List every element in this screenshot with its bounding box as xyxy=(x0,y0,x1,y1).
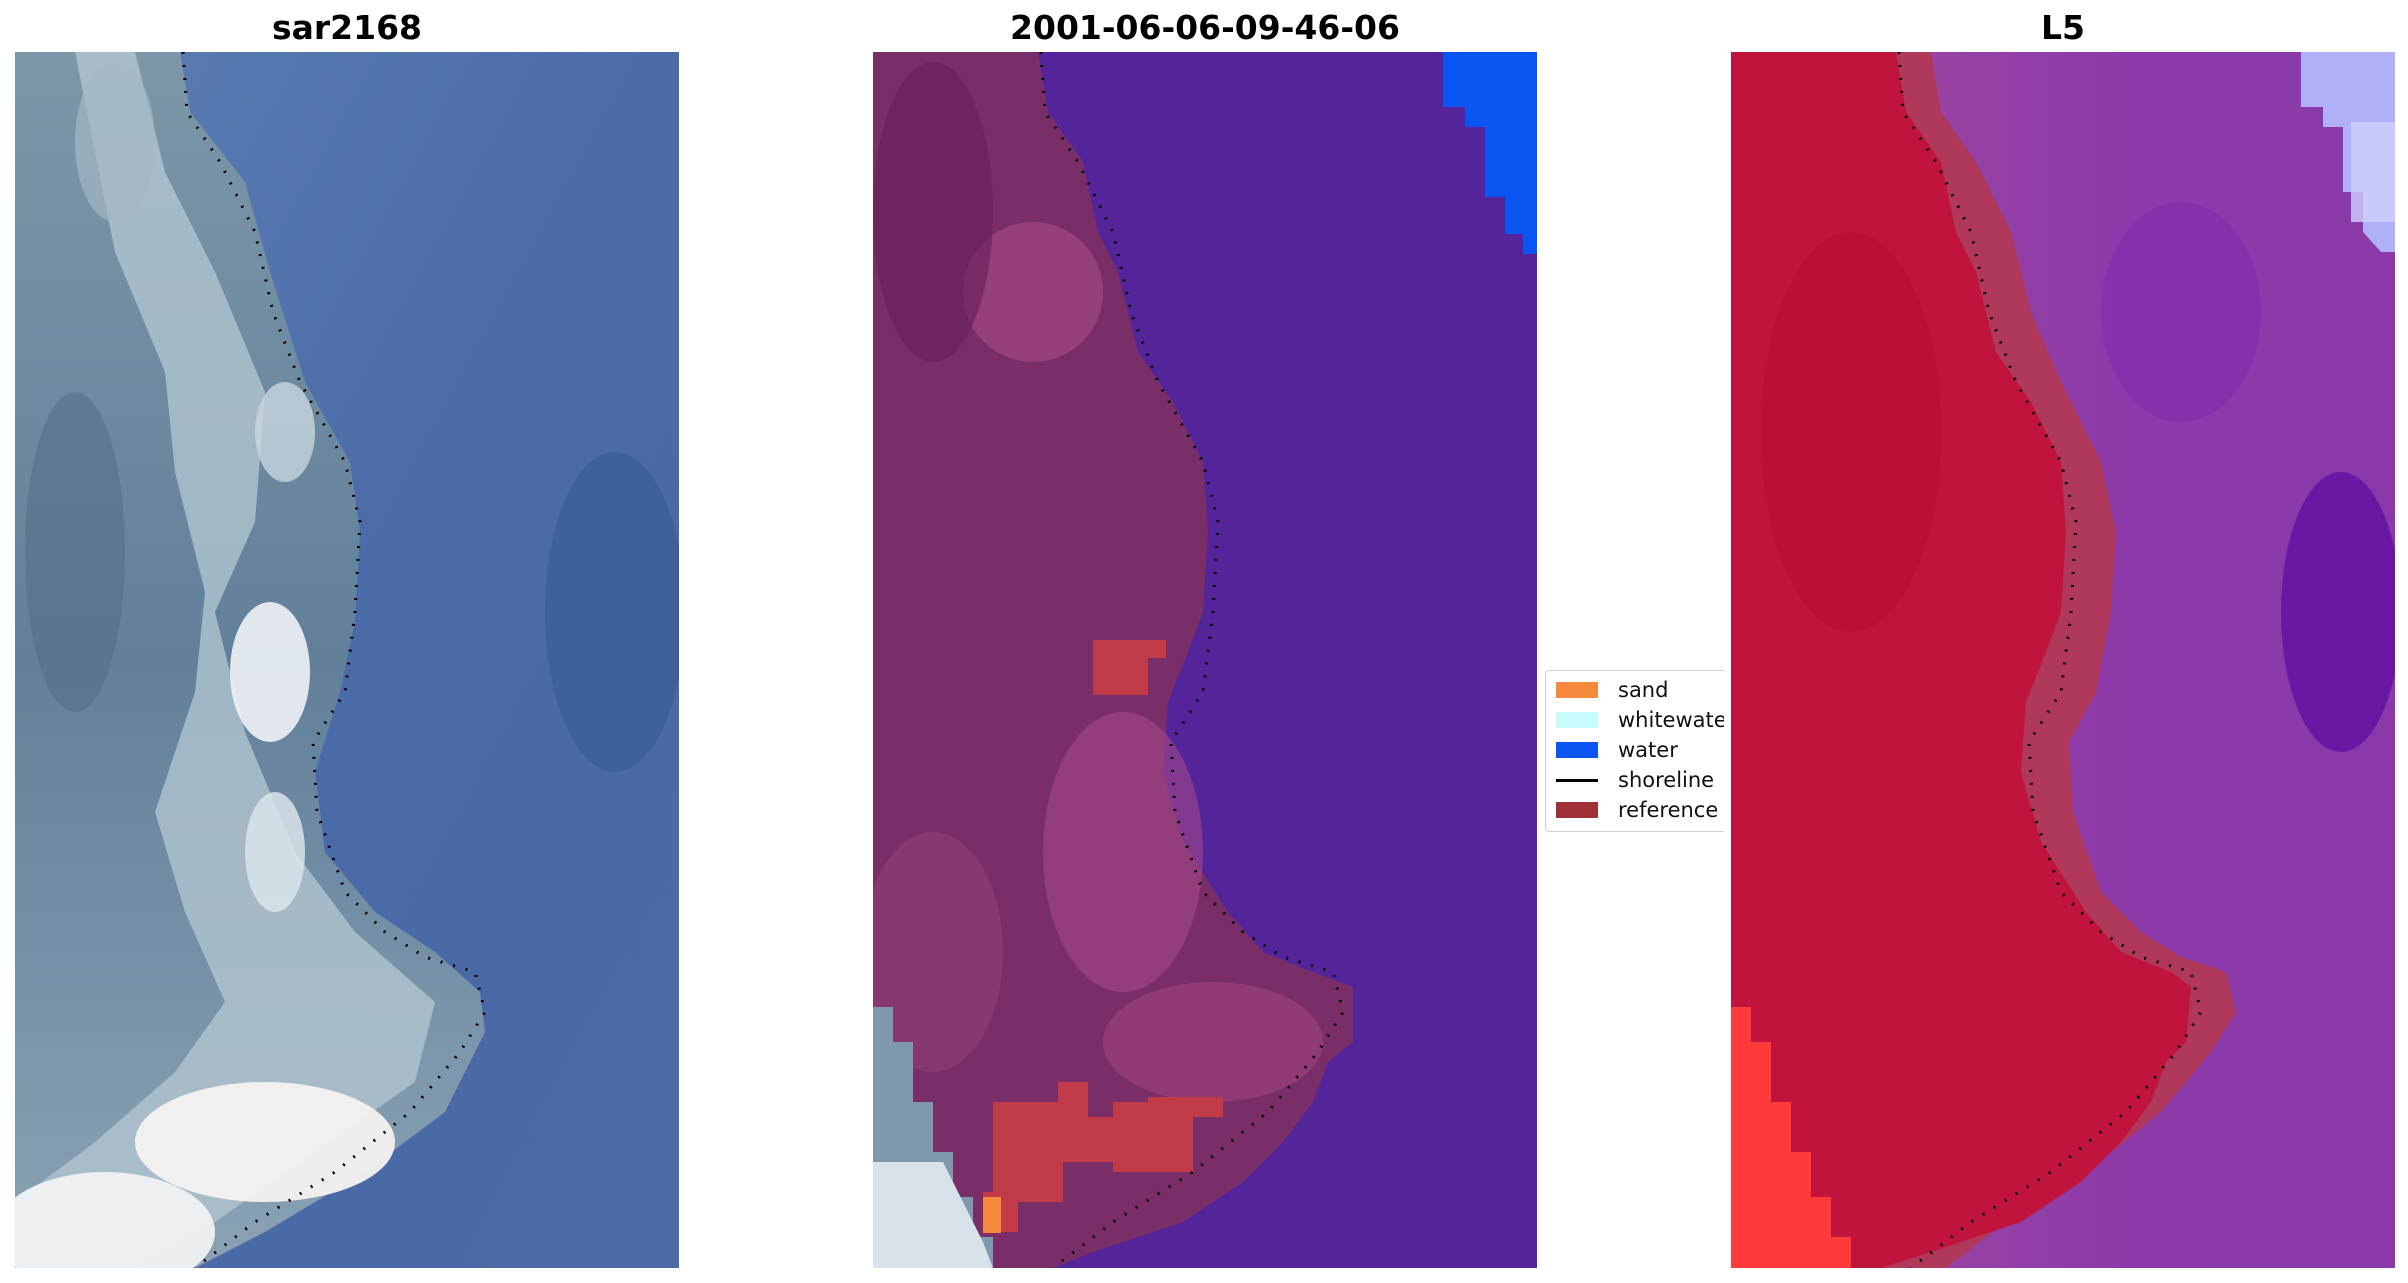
sand-swatch xyxy=(1556,682,1598,698)
land-dark-1 xyxy=(873,62,993,362)
shoreline-line-swatch xyxy=(1556,778,1598,782)
index-bright-land xyxy=(1731,1007,1851,1268)
legend-item-sand: sand xyxy=(1556,675,1668,705)
classified-deep-water xyxy=(1443,52,1537,254)
bright-beach-strip xyxy=(15,52,435,1268)
dark-land-patch xyxy=(25,392,125,712)
reference-patch-1 xyxy=(1093,640,1148,695)
panel-title-index: L5 xyxy=(2041,8,2085,47)
index-land-dark xyxy=(1761,232,1941,632)
index-bright-corner-2 xyxy=(2351,122,2395,222)
legend-item-shoreline: shoreline xyxy=(1556,765,1714,795)
bright-patch-3 xyxy=(245,792,305,912)
bright-patch-1 xyxy=(230,602,310,742)
whitewater-swatch xyxy=(1556,712,1598,728)
water-swatch xyxy=(1556,742,1598,758)
legend-item-reference: reference s xyxy=(1556,795,1724,825)
sand-patch xyxy=(983,1197,1001,1233)
rgb-image-panel xyxy=(15,52,679,1268)
bright-patch-2 xyxy=(255,382,315,482)
legend-label-whitewater: whitewater xyxy=(1618,708,1724,732)
index-deep-water xyxy=(2281,472,2395,752)
legend: sand whitewater water shoreline referenc… xyxy=(1545,670,1724,832)
index-deep-water-2 xyxy=(2101,202,2261,422)
reference-swatch xyxy=(1556,802,1598,818)
land-light-2 xyxy=(1043,712,1203,992)
legend-label-reference: reference s xyxy=(1618,798,1724,822)
panel-title-classified: 2001-06-06-09-46-06 xyxy=(1010,8,1400,47)
rgb-corner-bright xyxy=(873,1162,993,1268)
legend-item-whitewater: whitewater xyxy=(1556,705,1724,735)
reference-patch-2 xyxy=(983,1082,1223,1232)
panel-title-rgb: sar2168 xyxy=(271,8,423,47)
bright-patch-6 xyxy=(75,62,155,222)
legend-label-shoreline: shoreline xyxy=(1618,768,1715,792)
reference-patch-1b xyxy=(1148,640,1166,658)
index-image-panel xyxy=(1731,52,2395,1268)
legend-label-sand: sand xyxy=(1618,678,1669,702)
land-light-1 xyxy=(963,222,1103,362)
bright-patch-4 xyxy=(135,1082,395,1202)
legend-label-water: water xyxy=(1618,738,1678,762)
land-light-3 xyxy=(1103,982,1323,1102)
bright-patch-5 xyxy=(15,1172,215,1268)
deep-water-patch xyxy=(545,452,679,772)
legend-item-water: water xyxy=(1556,735,1678,765)
classified-image-panel xyxy=(873,52,1537,1268)
land-light-4 xyxy=(873,832,1003,1072)
